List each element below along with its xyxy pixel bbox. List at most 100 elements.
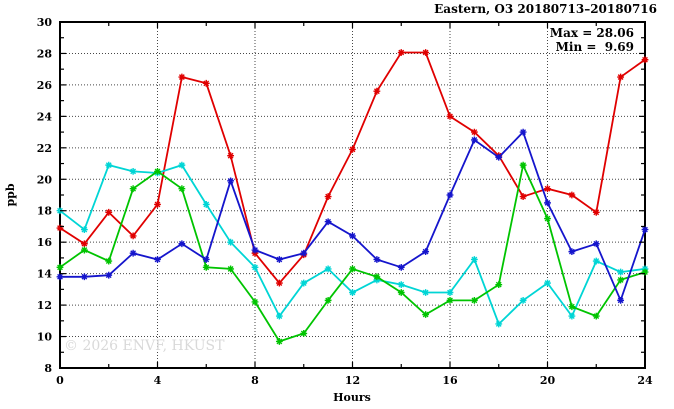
gridlines xyxy=(60,22,645,368)
red-series-marker xyxy=(202,79,210,87)
green-series-marker xyxy=(80,246,88,254)
green-series-marker xyxy=(349,265,356,273)
red-series-line xyxy=(59,51,646,285)
cyan-series-marker xyxy=(227,238,235,246)
green-series-marker xyxy=(544,215,551,222)
ytick-label: 16 xyxy=(37,236,53,249)
red-series-marker xyxy=(105,208,113,216)
green-series-marker xyxy=(373,273,381,281)
min-annotation: Min = 9.69 xyxy=(556,40,634,54)
cyan-series-marker xyxy=(275,312,283,320)
blue-series xyxy=(56,128,649,304)
watermark: © 2026 ENVF, HKUST xyxy=(64,338,225,354)
ytick-label: 24 xyxy=(37,110,53,123)
blue-series-marker xyxy=(251,246,259,254)
ytick-label: 18 xyxy=(37,205,53,218)
max-annotation: Max = 28.06 xyxy=(550,26,634,40)
green-series-marker xyxy=(470,296,478,304)
cyan-series-marker xyxy=(446,289,454,296)
red-series-marker xyxy=(446,112,454,120)
tick-labels: 8 10 12 14 16 18 20 22 24 26 28 30 0 4 8 12 16 20 24 xyxy=(37,16,653,387)
cyan-series-marker xyxy=(544,279,551,287)
y-axis-label: ppb xyxy=(4,183,17,206)
red-series-marker xyxy=(373,87,381,95)
green-series-marker xyxy=(617,276,625,284)
blue-series-marker xyxy=(592,240,600,248)
cyan-series-marker xyxy=(324,265,332,273)
cyan-series-marker xyxy=(617,268,625,276)
ytick-label: 22 xyxy=(37,142,52,155)
blue-series-marker xyxy=(617,296,625,304)
blue-series-marker xyxy=(373,256,381,263)
red-series-marker xyxy=(129,232,137,240)
green-series-marker xyxy=(178,185,186,193)
red-series-marker xyxy=(422,49,430,56)
xtick-label: 24 xyxy=(637,374,653,387)
green-series-marker xyxy=(324,296,332,304)
plot-layers: 8 10 12 14 16 18 20 22 24 26 28 30 0 4 8 12 16 20 24 xyxy=(37,16,653,387)
red-series-marker xyxy=(519,193,527,200)
green-series-marker xyxy=(129,185,137,193)
blue-series-marker xyxy=(422,248,430,256)
blue-series-marker xyxy=(568,248,576,256)
cyan-series-marker xyxy=(592,257,600,265)
blue-series-marker xyxy=(202,256,210,263)
cyan-series-marker xyxy=(105,161,113,169)
blue-series-marker xyxy=(178,240,186,248)
green-series-marker xyxy=(422,311,430,318)
xtick-label: 0 xyxy=(56,374,64,387)
red-series-marker xyxy=(56,224,64,232)
cyan-series-marker xyxy=(519,296,527,304)
blue-series-marker xyxy=(80,273,88,281)
blue-series-marker xyxy=(446,191,454,199)
red-series-marker xyxy=(349,145,356,153)
green-series-marker xyxy=(202,263,210,271)
cyan-series-marker xyxy=(495,320,503,328)
red-series xyxy=(56,49,649,287)
red-series-marker xyxy=(154,201,161,208)
red-series-marker xyxy=(80,240,88,248)
ytick-label: 14 xyxy=(37,268,53,281)
green-series-marker xyxy=(105,257,113,265)
blue-series-marker xyxy=(349,232,356,240)
red-series-marker xyxy=(568,191,576,199)
green-series-marker xyxy=(592,312,600,320)
xtick-label: 20 xyxy=(540,374,556,387)
chart-title: Eastern, O3 20180713–20180716 xyxy=(434,2,657,16)
blue-series-marker xyxy=(397,263,405,271)
green-series-marker xyxy=(275,338,283,345)
red-series-marker xyxy=(544,185,551,193)
red-series-marker xyxy=(641,56,649,64)
blue-series-marker xyxy=(324,218,332,226)
cyan-series-marker xyxy=(178,161,186,169)
ytick-label: 26 xyxy=(37,79,53,92)
blue-series-marker xyxy=(227,177,235,185)
green-series-marker xyxy=(56,263,64,271)
cyan-series-marker xyxy=(568,312,576,320)
ytick-label: 20 xyxy=(37,173,53,186)
cyan-series-marker xyxy=(129,168,137,175)
x-axis-label: Hours xyxy=(333,391,371,404)
ytick-label: 30 xyxy=(37,16,53,29)
blue-series-marker xyxy=(154,256,161,263)
green-series-marker xyxy=(495,281,503,289)
cyan-series-marker xyxy=(300,279,308,287)
ytick-label: 10 xyxy=(37,331,53,344)
red-series-marker xyxy=(178,73,186,81)
red-series-marker xyxy=(617,73,625,81)
green-series xyxy=(56,161,649,345)
blue-series-marker xyxy=(495,153,503,161)
green-series-marker xyxy=(641,268,649,276)
xtick-label: 16 xyxy=(442,374,458,387)
blue-series-marker xyxy=(544,199,551,207)
green-series-marker xyxy=(154,168,161,175)
cyan-series-marker xyxy=(422,289,430,296)
blue-series-marker xyxy=(275,256,283,263)
red-series-marker xyxy=(324,193,332,200)
cyan-series-marker xyxy=(397,281,405,289)
axis-ticks xyxy=(59,21,646,369)
blue-series-marker xyxy=(300,249,308,257)
xtick-label: 4 xyxy=(154,374,162,387)
series-layer xyxy=(56,49,649,345)
